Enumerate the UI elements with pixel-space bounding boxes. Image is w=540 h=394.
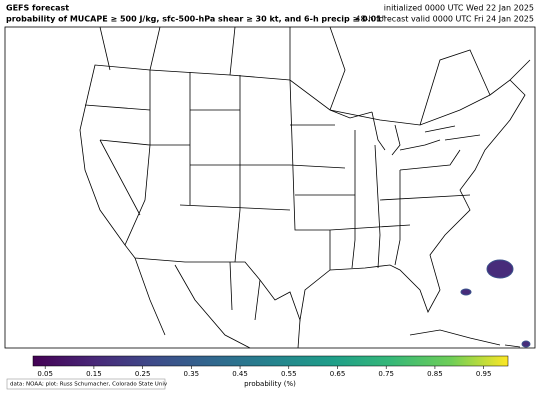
credit: data: NOAA; plot: Russ Schumacher, Color… <box>10 382 168 388</box>
map <box>4 26 536 349</box>
colorbar-tick-label: 0.55 <box>281 370 297 378</box>
init-time: initialized 0000 UTC Wed 22 Jan 2025 <box>384 4 534 13</box>
state-lines <box>84 70 481 270</box>
colorbar-tick-label: 0.25 <box>135 370 151 378</box>
canada-lines <box>99 26 531 126</box>
colorbar-tick-label: 0.35 <box>184 370 200 378</box>
title: GEFS forecast <box>6 4 69 13</box>
caribbean <box>409 329 521 348</box>
mexico <box>134 257 301 349</box>
great-lakes <box>329 109 456 156</box>
valid-time: 48-h forecast valid 0000 UTC Fri 24 Jan … <box>355 15 534 24</box>
credit-box <box>6 378 166 390</box>
map-frame <box>4 26 536 349</box>
colorbar-label: probability (%) <box>244 380 296 388</box>
colorbar-tick-label: 0.05 <box>37 370 53 378</box>
colorbar-tick-label: 0.85 <box>427 370 443 378</box>
colorbar-tick-label: 0.45 <box>232 370 248 378</box>
colorbar-tick-label: 0.95 <box>476 370 492 378</box>
us-outline <box>79 64 526 322</box>
probability-area <box>521 340 531 348</box>
probability-area <box>486 259 514 279</box>
colorbar-tick-label: 0.65 <box>330 370 346 378</box>
colorbar-tick-label: 0.15 <box>86 370 102 378</box>
colorbar-tick-label: 0.75 <box>378 370 394 378</box>
probability-area <box>460 288 472 296</box>
colorbar <box>32 355 509 367</box>
subtitle: probability of MUCAPE ≥ 500 J/kg, sfc-50… <box>6 15 386 24</box>
